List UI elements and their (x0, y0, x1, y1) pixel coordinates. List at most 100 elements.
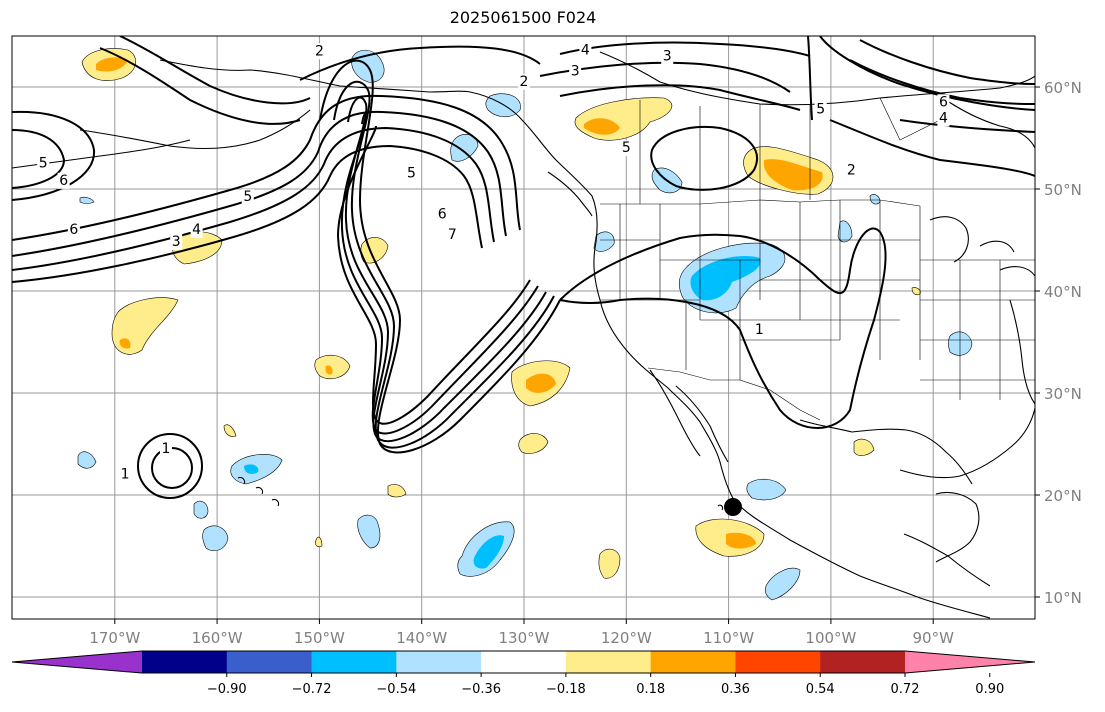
colorbar-tick-label: 0.54 (806, 682, 835, 697)
colorbar-tick-label: 0.36 (721, 682, 750, 697)
positive-anomaly (853, 438, 875, 456)
positive-anomaly (119, 338, 131, 349)
contour-label-halo (937, 94, 950, 111)
state-borders-west (600, 204, 840, 380)
contour-label: 3 (571, 64, 580, 80)
contour-line (319, 59, 561, 454)
contour-line (299, 45, 541, 81)
gulf-of-mexico-coast (799, 407, 1035, 485)
hawaii-islands (237, 476, 280, 507)
positive-anomaly (315, 536, 323, 548)
great-lakes (929, 216, 1035, 277)
contour-line (340, 113, 539, 435)
colorbar-tick-label: −0.90 (207, 682, 247, 697)
contour-line (859, 39, 1035, 85)
alaska-coast (79, 59, 471, 150)
north-america-west-coast (469, 91, 991, 619)
negative-anomaly (473, 535, 504, 569)
colorbar-tick-label: 0.90 (975, 682, 1004, 697)
contour-label-halo (569, 63, 582, 80)
contour-label-halo (313, 43, 326, 60)
contour-line (12, 126, 495, 271)
contour-line (539, 61, 791, 93)
yucatan-and-central-america (903, 491, 991, 587)
contour-label-halo (67, 221, 80, 238)
contour-label: 5 (407, 166, 416, 182)
contour-label: 4 (939, 111, 948, 127)
revillagigedo-island (717, 504, 724, 511)
canada-province-borders (639, 97, 941, 204)
colorbar-tick-label: 0.72 (891, 682, 920, 697)
contour-label: 5 (622, 140, 631, 156)
colorbar-tick-label: −0.72 (292, 682, 332, 697)
lat-label: 30°N (1044, 385, 1082, 403)
vancouver-island (547, 171, 593, 217)
lat-label: 40°N (1044, 283, 1082, 301)
colorbar-tick-label: 0.18 (636, 682, 665, 697)
colorbar-tick-label: −0.36 (461, 682, 501, 697)
negative-anomaly (690, 256, 761, 301)
hudson-bay (939, 95, 1035, 149)
positive-anomaly (223, 424, 237, 437)
anomaly-shading (77, 48, 973, 601)
contour-line (333, 80, 555, 449)
lon-label: 160°W (192, 629, 243, 647)
contour-label: 2 (520, 74, 529, 90)
positive-anomaly (598, 548, 621, 579)
contour-label-halo (241, 189, 254, 206)
positive-anomaly (314, 354, 351, 379)
contour-line (899, 119, 1035, 133)
height-contours (12, 36, 1035, 499)
contour-label-halo (159, 441, 172, 458)
colorbar-segment (226, 651, 313, 673)
contour-label-halo (579, 42, 592, 59)
contour-label-halo (446, 226, 459, 243)
us-canada-border (600, 199, 921, 207)
colorbar (11, 650, 1036, 674)
negative-anomaly (869, 194, 881, 205)
lat-label: 60°N (1044, 79, 1082, 97)
negative-anomaly (746, 478, 787, 501)
negative-anomaly (244, 464, 259, 474)
contour-line (849, 59, 1035, 105)
colorbar-segment (311, 651, 397, 673)
contour-label-halo (814, 101, 827, 118)
negative-anomaly (764, 567, 801, 601)
contour-label-halo (170, 234, 183, 251)
colorbar-segment (142, 651, 228, 673)
contour-label: 2 (847, 163, 856, 179)
lon-label: 100°W (805, 629, 856, 647)
contour-label: 1 (755, 322, 764, 338)
lon-label: 120°W (601, 629, 652, 647)
positive-anomaly (763, 159, 823, 191)
contour-line (829, 119, 1035, 177)
contour-line (12, 144, 483, 283)
positive-anomaly (387, 484, 407, 498)
political-borders (600, 97, 1035, 421)
contour-label-halo (37, 155, 50, 172)
contour-line (559, 41, 811, 57)
contour-label: 3 (663, 48, 672, 64)
latitude-labels: 60°N 50°N 40°N 30°N 20°N 10°N (1044, 79, 1082, 607)
contour-label: 1 (161, 441, 170, 457)
contour-line (99, 47, 301, 125)
negative-anomaly (77, 451, 97, 469)
contour-line (650, 126, 758, 191)
contour-line (12, 94, 521, 241)
negative-anomaly (357, 514, 381, 549)
contour-line (12, 110, 507, 257)
contour-label: 6 (59, 173, 68, 189)
colorbar-segment (735, 651, 821, 673)
east-coast (1009, 299, 1035, 405)
positive-anomaly (96, 57, 128, 72)
lon-label: 150°W (294, 629, 345, 647)
state-borders-east (920, 259, 1035, 400)
lon-label: 170°W (89, 629, 140, 647)
state-borders-central (759, 200, 921, 360)
contour-label: 7 (448, 227, 457, 243)
contour-label: 2 (315, 43, 324, 59)
colorbar-segment (565, 651, 652, 673)
contour-line (559, 84, 801, 111)
